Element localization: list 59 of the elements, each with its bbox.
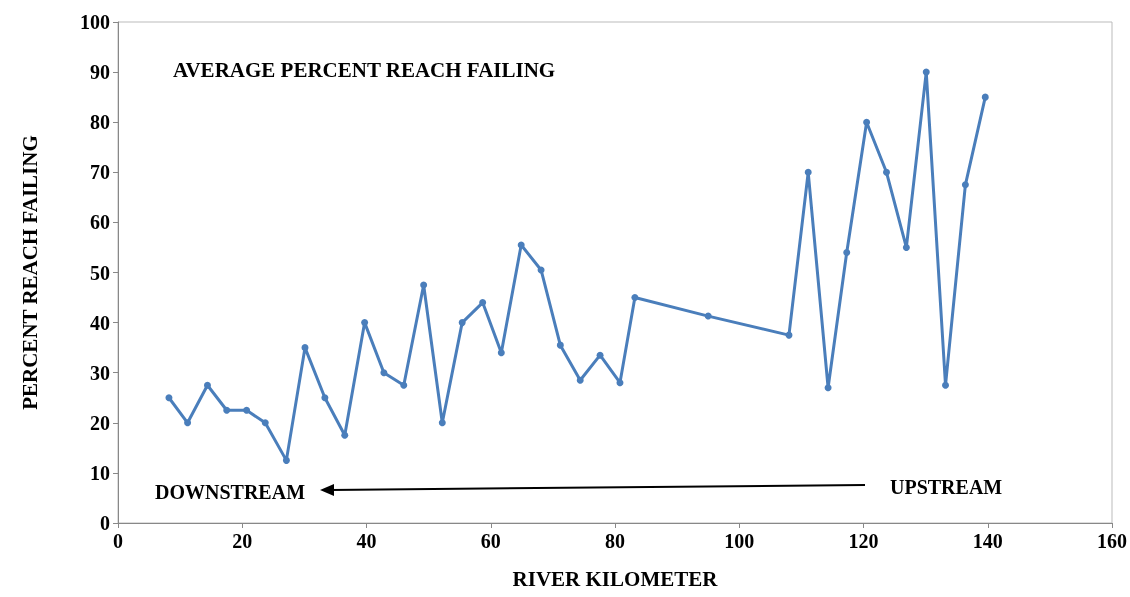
y-tick-label: 90 [90,61,110,84]
y-tick-label: 60 [90,211,110,234]
point [438,419,446,427]
point [616,379,624,387]
point [961,181,969,189]
point [704,312,712,320]
y-tick-label: 0 [100,512,110,534]
point [863,118,871,126]
point [282,456,290,464]
x-tick-label: 80 [605,530,625,552]
y-tick-label: 50 [90,261,110,284]
x-tick-label: 20 [232,530,253,552]
point [223,406,231,414]
point [458,319,466,327]
x-tick-label: 160 [1097,530,1127,552]
point [843,248,851,256]
point [824,384,832,392]
x-tick-label: 60 [480,530,501,552]
y-tick-label: 20 [90,411,110,434]
point [922,68,930,76]
point [203,381,211,389]
point [420,281,428,289]
point [882,168,890,176]
point [804,168,812,176]
annotation: UPSTREAM [890,475,1003,499]
point [301,344,309,352]
y-tick-label: 100 [80,11,110,33]
point [341,431,349,439]
x-tick-label: 100 [724,530,755,552]
y-tick-label: 70 [90,161,110,184]
point [497,349,505,357]
y-tick-label: 10 [90,461,110,484]
point [261,419,269,427]
x-tick-label: 140 [972,530,1003,552]
x-axis-title: RIVER KILOMETER [512,566,719,591]
point [517,241,525,249]
y-tick-label: 30 [90,361,110,384]
annotation: DOWNSTREAM [155,480,306,504]
point [361,319,369,327]
point [380,369,388,377]
point [243,406,251,414]
text: AVERAGE PERCENT REACH FAILING [173,57,556,82]
point [400,381,408,389]
y-tick-label: 40 [90,311,110,334]
point [631,294,639,302]
x-tick-label: 40 [356,530,377,552]
x-tick-label: 120 [848,530,879,552]
point [942,381,950,389]
point [165,394,173,402]
point [556,341,564,349]
y-axis-title: PERCENT REACH FAILING [17,135,42,410]
point [902,243,910,251]
point [981,93,989,101]
point [596,351,604,359]
point [576,376,584,384]
y-tick-label: 80 [90,111,110,134]
point [479,299,487,307]
point [321,394,329,402]
point [184,419,192,427]
